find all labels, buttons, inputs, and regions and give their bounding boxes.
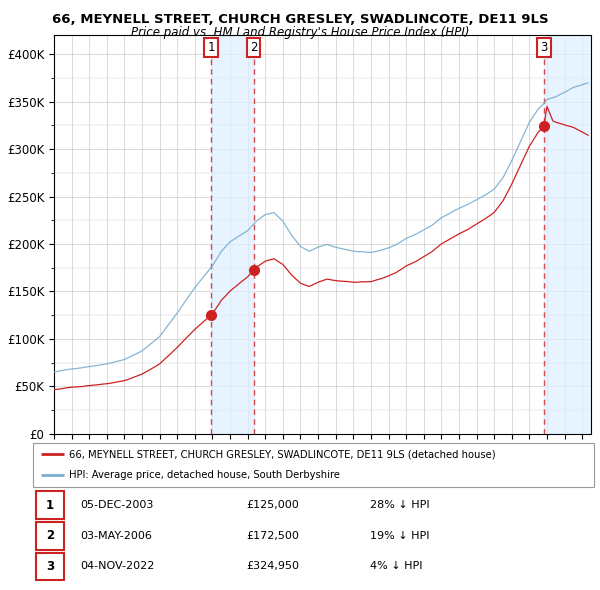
Text: 4% ↓ HPI: 4% ↓ HPI	[370, 562, 422, 571]
Bar	[211, 35, 254, 434]
Text: 2: 2	[46, 529, 54, 542]
Text: 1: 1	[46, 499, 54, 512]
Text: 2: 2	[250, 41, 257, 54]
Text: 3: 3	[46, 560, 54, 573]
Text: £324,950: £324,950	[246, 562, 299, 571]
Text: 66, MEYNELL STREET, CHURCH GRESLEY, SWADLINCOTE, DE11 9LS (detached house): 66, MEYNELL STREET, CHURCH GRESLEY, SWAD…	[70, 450, 496, 460]
Text: 05-DEC-2003: 05-DEC-2003	[80, 500, 154, 510]
Text: HPI: Average price, detached house, South Derbyshire: HPI: Average price, detached house, Sout…	[70, 470, 340, 480]
Text: 28% ↓ HPI: 28% ↓ HPI	[370, 500, 429, 510]
FancyBboxPatch shape	[36, 522, 64, 549]
Text: 19% ↓ HPI: 19% ↓ HPI	[370, 531, 429, 540]
FancyBboxPatch shape	[36, 491, 64, 519]
FancyBboxPatch shape	[33, 442, 594, 487]
Text: 03-MAY-2006: 03-MAY-2006	[80, 531, 152, 540]
Text: 3: 3	[541, 41, 548, 54]
FancyBboxPatch shape	[36, 553, 64, 580]
Text: 1: 1	[207, 41, 215, 54]
Text: £125,000: £125,000	[246, 500, 299, 510]
Bar	[544, 35, 591, 434]
Text: Price paid vs. HM Land Registry's House Price Index (HPI): Price paid vs. HM Land Registry's House …	[131, 26, 469, 39]
Text: £172,500: £172,500	[246, 531, 299, 540]
Text: 66, MEYNELL STREET, CHURCH GRESLEY, SWADLINCOTE, DE11 9LS: 66, MEYNELL STREET, CHURCH GRESLEY, SWAD…	[52, 13, 548, 26]
Text: 04-NOV-2022: 04-NOV-2022	[80, 562, 155, 571]
